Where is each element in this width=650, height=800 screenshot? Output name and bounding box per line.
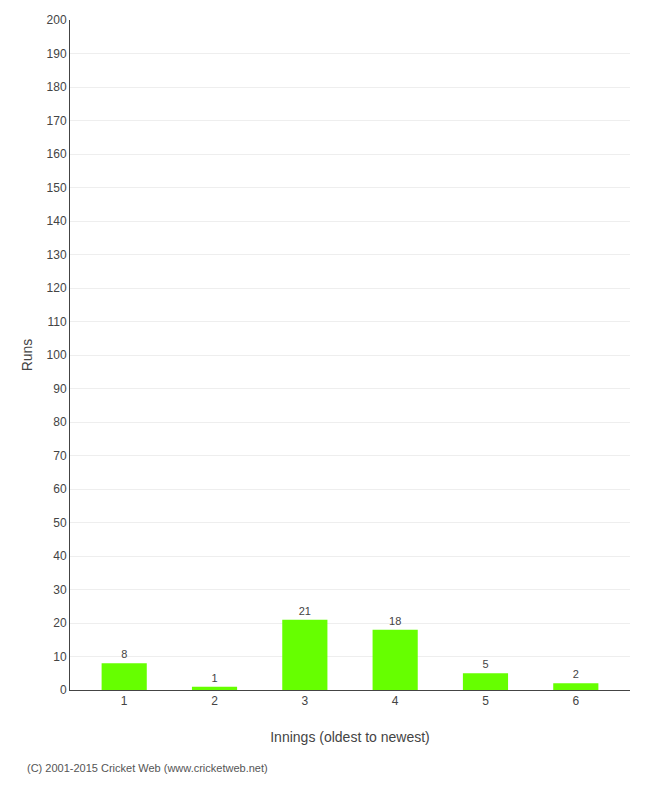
svg-text:3: 3 [301,694,308,708]
svg-text:80: 80 [53,415,67,429]
svg-text:70: 70 [53,449,67,463]
svg-text:4: 4 [392,694,399,708]
svg-text:150: 150 [47,181,67,195]
svg-text:6: 6 [572,694,579,708]
svg-text:(C) 2001-2015 Cricket Web (www: (C) 2001-2015 Cricket Web (www.cricketwe… [27,762,268,774]
svg-text:21: 21 [299,605,311,617]
svg-text:180: 180 [47,80,67,94]
svg-text:Innings (oldest to newest): Innings (oldest to newest) [270,729,430,745]
svg-text:140: 140 [47,214,67,228]
svg-text:20: 20 [53,616,67,630]
svg-text:200: 200 [47,13,67,27]
svg-text:8: 8 [121,648,127,660]
svg-text:5: 5 [482,658,488,670]
svg-text:0: 0 [60,683,67,697]
svg-text:2: 2 [573,668,579,680]
svg-text:120: 120 [47,281,67,295]
svg-text:2: 2 [211,694,218,708]
svg-text:30: 30 [53,583,67,597]
svg-text:170: 170 [47,114,67,128]
svg-text:160: 160 [47,147,67,161]
svg-text:Runs: Runs [19,339,35,372]
svg-text:90: 90 [53,382,67,396]
svg-text:18: 18 [389,615,401,627]
svg-text:190: 190 [47,47,67,61]
svg-text:10: 10 [53,650,67,664]
svg-text:1: 1 [211,672,217,684]
svg-text:130: 130 [47,248,67,262]
svg-text:50: 50 [53,516,67,530]
svg-text:1: 1 [121,694,128,708]
svg-text:40: 40 [53,549,67,563]
svg-text:60: 60 [53,482,67,496]
svg-text:110: 110 [47,315,66,329]
svg-text:100: 100 [47,348,67,362]
svg-text:5: 5 [482,694,489,708]
